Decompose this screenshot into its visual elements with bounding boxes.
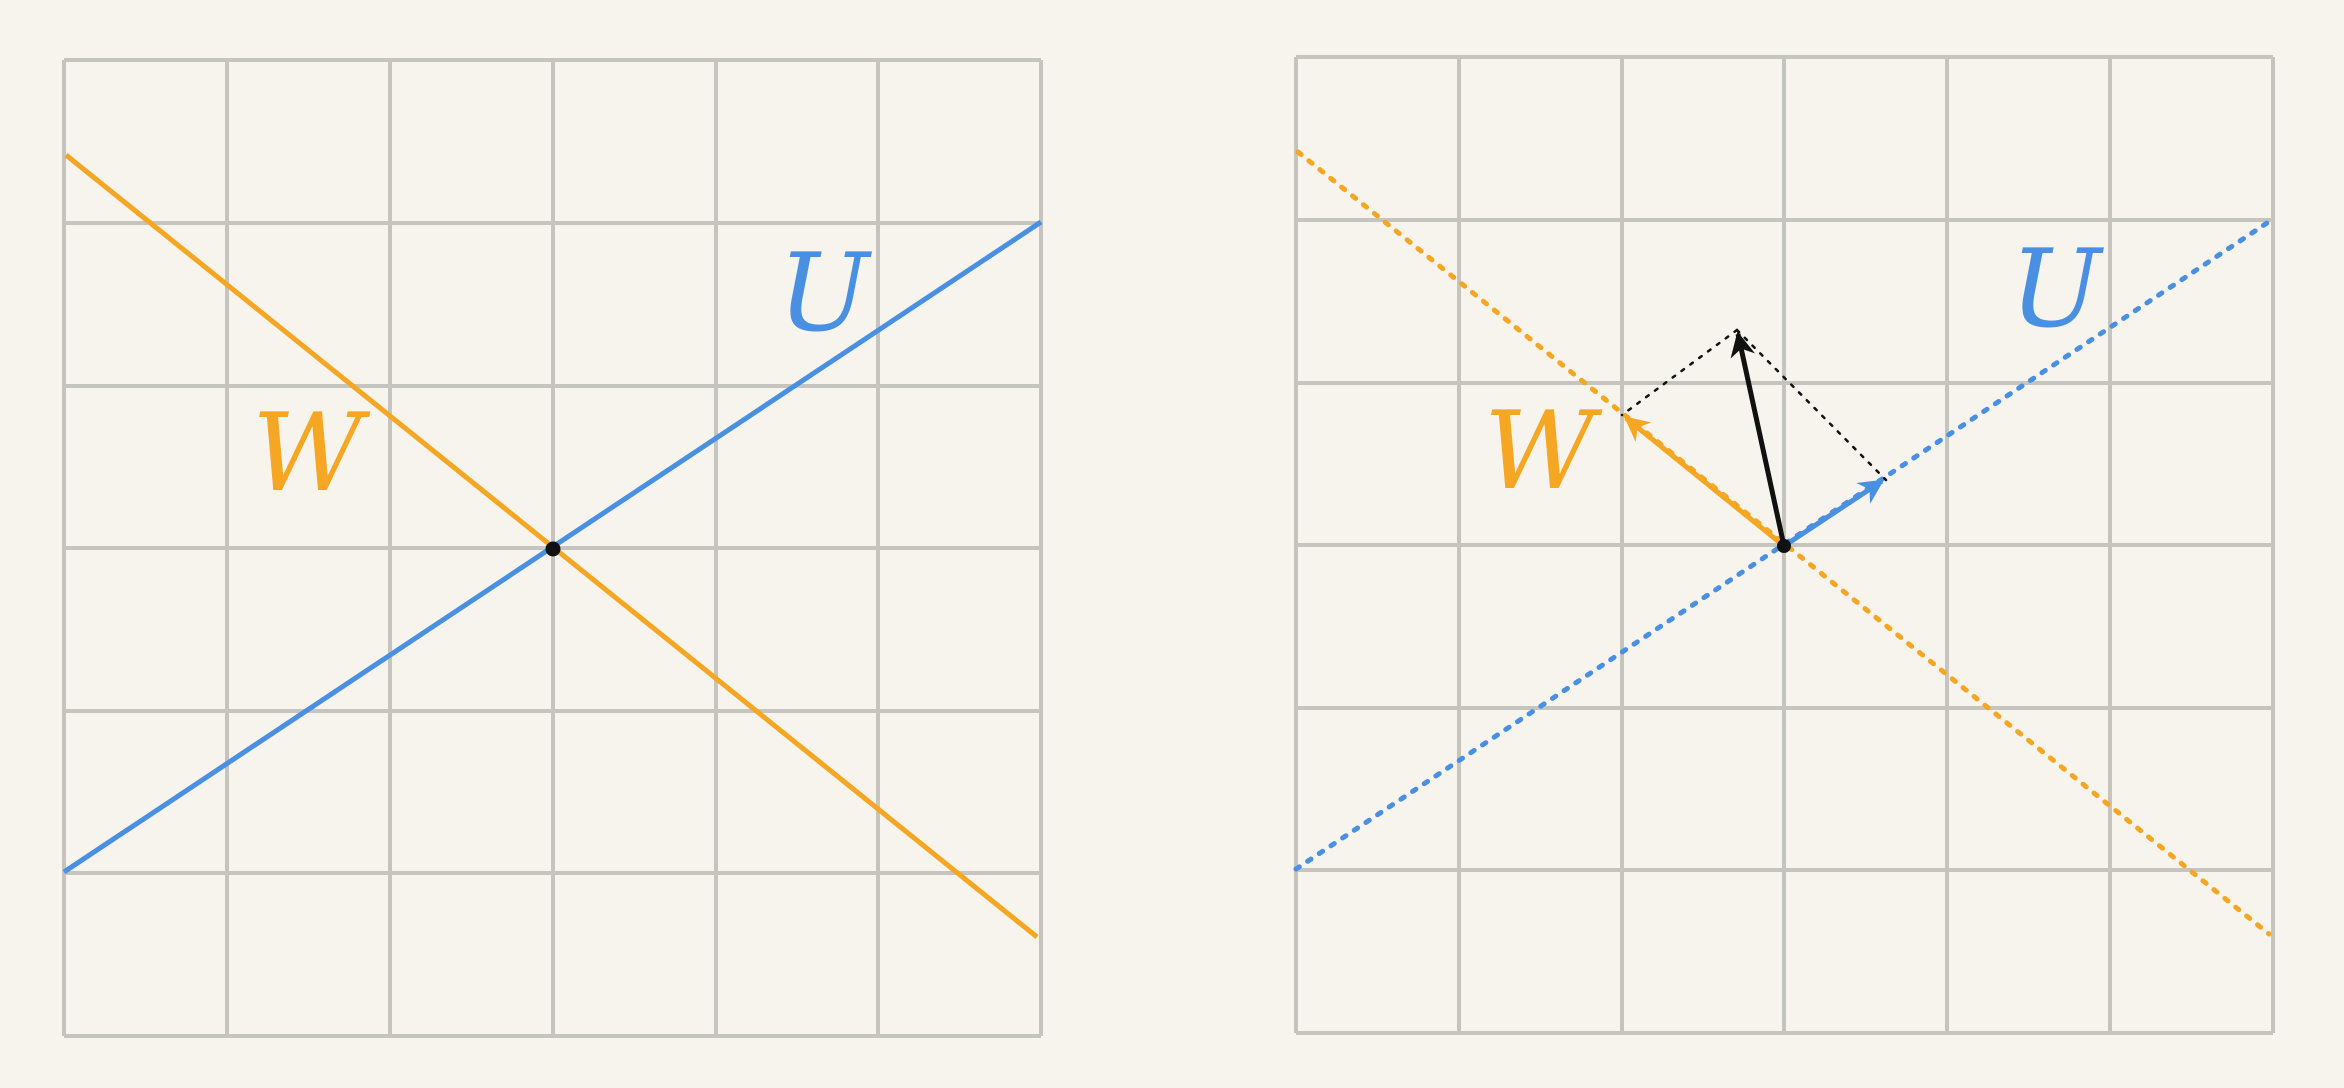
vector-projection-U — [1782, 478, 1885, 549]
projection-guide-U — [1735, 328, 1888, 482]
projection-guide-W — [1620, 328, 1739, 417]
right-grid — [1294, 55, 2275, 1035]
label-W: W — [1484, 389, 1603, 514]
vector-projection-W — [1624, 416, 1786, 548]
left-grid — [62, 58, 1043, 1038]
label-U: U — [2010, 227, 2104, 352]
label-W: W — [252, 391, 371, 516]
origin-point — [545, 541, 561, 557]
label-U: U — [778, 231, 872, 356]
vector-v — [1730, 331, 1787, 547]
right-panel: U W — [1293, 55, 2276, 1035]
line-W-dotted — [1295, 149, 2272, 937]
origin-point — [1777, 539, 1791, 553]
left-panel: U W — [62, 58, 1043, 1038]
